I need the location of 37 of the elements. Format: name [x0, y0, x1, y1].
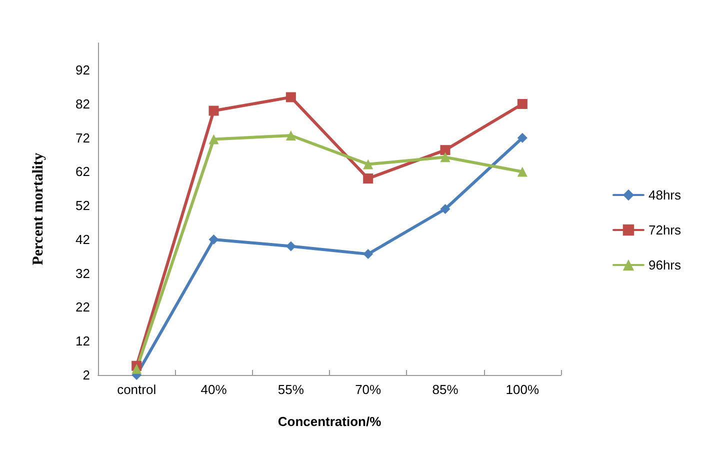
point: [517, 166, 528, 177]
y-tick-label: 22: [76, 300, 90, 315]
y-tick-label: 2: [82, 368, 90, 382]
point: [363, 249, 374, 260]
legend-label: 72hrs: [648, 222, 682, 238]
y-tick-label: 52: [76, 198, 90, 214]
point: [517, 98, 528, 109]
point: [440, 204, 450, 214]
point: [208, 134, 219, 144]
point: [440, 152, 450, 162]
x-tick-label: control: [117, 382, 156, 397]
x-tick-label: 100%: [506, 382, 540, 397]
point: [440, 145, 450, 156]
x-tick-label: 70%: [355, 382, 382, 397]
y-axis-title: Percent mortality: [30, 152, 46, 266]
y-tick-label: 12: [76, 334, 90, 349]
y-tick-label: 42: [76, 232, 90, 247]
point: [286, 130, 296, 140]
x-axis-title: Concentration/%: [278, 414, 382, 429]
point: [517, 132, 528, 143]
x-tick-label: 40%: [200, 382, 228, 397]
point: [208, 234, 219, 244]
point: [208, 106, 219, 116]
y-tick-label: 82: [76, 96, 90, 112]
y-tick-label: 32: [76, 266, 90, 281]
legend-label: 96hrs: [648, 258, 682, 272]
y-tick-label: 62: [76, 164, 90, 180]
x-tick-label: 55%: [278, 382, 304, 397]
point: [363, 174, 374, 184]
point: [363, 159, 374, 170]
point: [286, 241, 296, 252]
y-tick-label: 72: [76, 130, 90, 146]
x-tick-label: 85%: [432, 382, 459, 397]
point: [286, 92, 296, 102]
point: [132, 364, 142, 374]
legend-label: 48hrs: [648, 188, 682, 202]
y-tick-label: 92: [76, 62, 90, 78]
